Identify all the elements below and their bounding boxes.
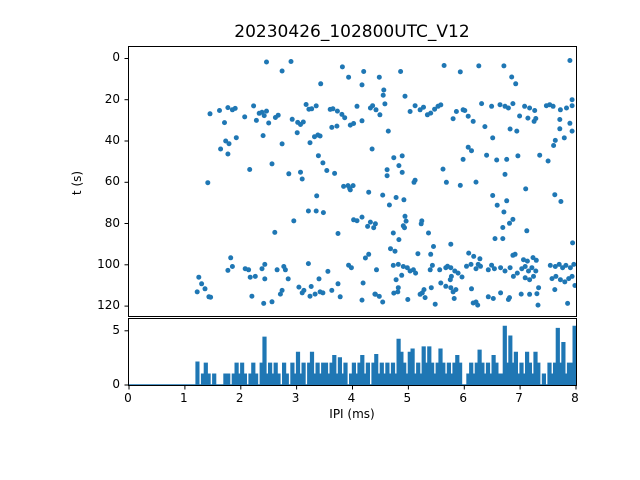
histogram-y-tick-label: 0 — [112, 377, 120, 391]
x-tick-label: 4 — [347, 391, 356, 405]
x-tick-label: 3 — [291, 391, 300, 405]
histogram-y-tick-label: 5 — [112, 322, 120, 337]
scatter-y-tick-label: 40 — [104, 133, 120, 147]
x-tick-label: 0 — [124, 391, 132, 405]
x-tick-label: 8 — [571, 391, 579, 405]
x-tick-label: 6 — [459, 391, 468, 405]
scatter-canvas — [124, 58, 576, 308]
histogram-plot-area — [124, 318, 577, 390]
histogram-canvas — [124, 325, 577, 390]
scatter-y-tick-label: 60 — [104, 174, 120, 189]
scatter-plot-area — [124, 46, 577, 317]
x-tick-label: 1 — [180, 391, 188, 405]
scatter-y-tick-label: 0 — [112, 50, 120, 65]
scatter-y-tick-label: 120 — [97, 298, 120, 313]
x-tick-label: 5 — [403, 391, 412, 405]
scatter-y-tick-label: 100 — [97, 256, 120, 271]
x-tick-label: 7 — [515, 391, 523, 405]
scatter-y-tick-label: 80 — [104, 215, 120, 230]
figure-title: 20230426_102800UTC_V12 — [234, 22, 470, 42]
scatter-y-tick-label: 20 — [104, 91, 120, 106]
x-tick-label: 2 — [235, 391, 244, 405]
x-axis-label: IPI (ms) — [329, 407, 375, 421]
